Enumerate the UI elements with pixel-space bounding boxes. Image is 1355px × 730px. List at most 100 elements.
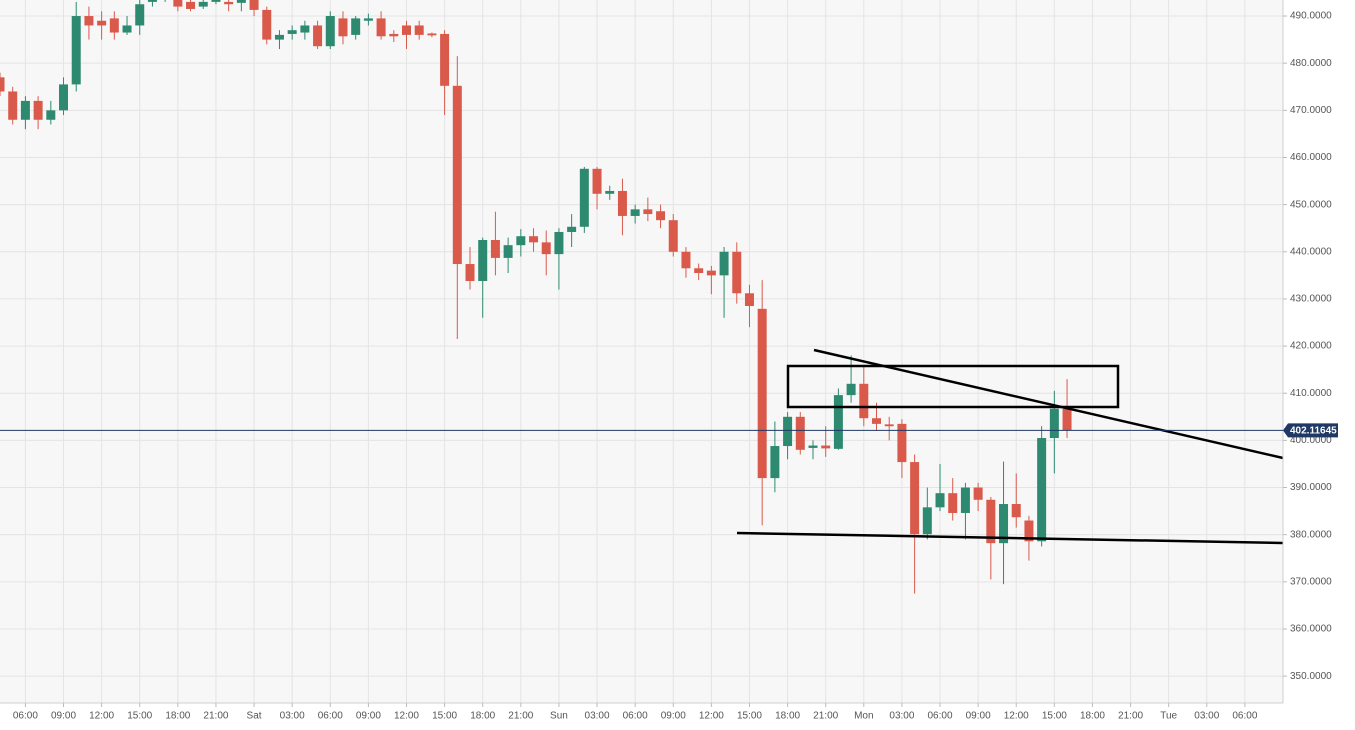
candle-body — [478, 239, 488, 282]
candle-body — [84, 16, 94, 26]
candle-body — [198, 1, 208, 7]
x-tick-label: 18:00 — [165, 711, 190, 722]
candle-body — [8, 91, 18, 120]
x-tick-label: 06:00 — [1232, 711, 1257, 722]
candle-body — [147, 0, 157, 2]
y-tick-label: 490.0000 — [1290, 11, 1332, 22]
candle-body — [605, 190, 615, 194]
y-tick-label: 440.0000 — [1290, 246, 1332, 257]
candle-body — [351, 18, 361, 35]
candle-body — [325, 16, 335, 47]
y-tick-label: 480.0000 — [1290, 58, 1332, 69]
x-tick-label: 09:00 — [661, 711, 686, 722]
x-tick-label: 21:00 — [508, 711, 533, 722]
candle-body — [71, 16, 81, 85]
candle-body — [732, 251, 742, 294]
candle-body — [236, 0, 246, 3]
x-tick-label: 12:00 — [699, 711, 724, 722]
x-tick-label: 18:00 — [1080, 711, 1105, 722]
candle-body — [490, 239, 500, 258]
candle-body — [313, 25, 323, 47]
candle-body — [859, 383, 869, 419]
x-tick-label: 21:00 — [813, 711, 838, 722]
candle-body — [274, 34, 284, 40]
x-tick-label: 06:00 — [928, 711, 953, 722]
candle-body — [529, 236, 539, 243]
x-tick-label: 12:00 — [89, 711, 114, 722]
candle-body — [795, 416, 805, 450]
candle-body — [59, 84, 69, 111]
resistance-box — [786, 364, 1120, 409]
candle-body — [783, 416, 793, 447]
candle-body — [770, 446, 780, 479]
candle-body — [973, 487, 983, 500]
candle-body — [1049, 408, 1059, 439]
last-price-marker — [1283, 423, 1338, 438]
candle-body — [1011, 504, 1021, 518]
candle-body — [744, 293, 754, 307]
candle-body — [681, 251, 691, 269]
candle-body — [757, 308, 767, 479]
candle-body — [440, 33, 450, 86]
x-tick-label: 15:00 — [1042, 711, 1067, 722]
candle-body — [363, 18, 373, 21]
candle-body — [808, 445, 818, 448]
candle-body — [1037, 438, 1047, 542]
y-tick-label: 350.0000 — [1290, 671, 1332, 682]
candle-body — [300, 25, 310, 33]
axes: 350.0000 360.0000 370.0000 380.0000 390.0000… — [0, 11, 1338, 722]
candle-body — [503, 245, 513, 258]
y-tick-label: 420.0000 — [1290, 341, 1332, 352]
x-tick-label: 09:00 — [51, 711, 76, 722]
x-tick-label: 21:00 — [203, 711, 228, 722]
candle-body — [922, 507, 932, 535]
x-tick-label: 18:00 — [775, 711, 800, 722]
candle-body — [287, 30, 297, 34]
candle-body — [579, 168, 589, 227]
candle-body — [630, 209, 640, 216]
candle-body — [948, 493, 958, 513]
x-tick-label: 18:00 — [470, 711, 495, 722]
candle-body — [516, 236, 526, 246]
candle-body — [999, 504, 1009, 544]
candle-body — [33, 100, 43, 120]
candle-body — [643, 209, 653, 215]
candle-body — [0, 77, 5, 92]
candle-body — [414, 25, 424, 35]
x-tick-label: Mon — [854, 711, 873, 722]
x-tick-label: 03:00 — [280, 711, 305, 722]
candles — [0, 0, 1072, 594]
candle-body — [986, 499, 996, 544]
candle-body — [46, 110, 56, 120]
candle-body — [821, 445, 831, 449]
candle-body — [656, 211, 666, 221]
y-tick-label: 360.0000 — [1290, 624, 1332, 635]
candle-body — [262, 9, 272, 40]
candle-body — [109, 18, 119, 33]
x-tick-label: 03:00 — [585, 711, 610, 722]
candle-body — [211, 0, 221, 2]
candle-body — [20, 100, 30, 120]
x-tick-label: 06:00 — [623, 711, 648, 722]
x-tick-label: 15:00 — [737, 711, 762, 722]
x-tick-label: Tue — [1160, 711, 1177, 722]
candle-body — [884, 424, 894, 427]
candle-body — [719, 251, 729, 276]
x-tick-label: 15:00 — [432, 711, 457, 722]
y-tick-label: 460.0000 — [1290, 152, 1332, 163]
candle-body — [541, 242, 551, 255]
x-tick-label: Sat — [247, 711, 262, 722]
candle-body — [617, 190, 627, 216]
candle-body — [668, 220, 678, 252]
y-tick-label: 450.0000 — [1290, 199, 1332, 210]
candle-body — [249, 0, 259, 10]
x-tick-label: 15:00 — [127, 711, 152, 722]
x-tick-label: 03:00 — [889, 711, 914, 722]
candle-body — [401, 25, 411, 35]
candle-body — [846, 383, 856, 396]
y-tick-label: 390.0000 — [1290, 482, 1332, 493]
candle-body — [554, 231, 564, 255]
support-line — [736, 531, 1284, 545]
candle-body — [706, 270, 716, 276]
